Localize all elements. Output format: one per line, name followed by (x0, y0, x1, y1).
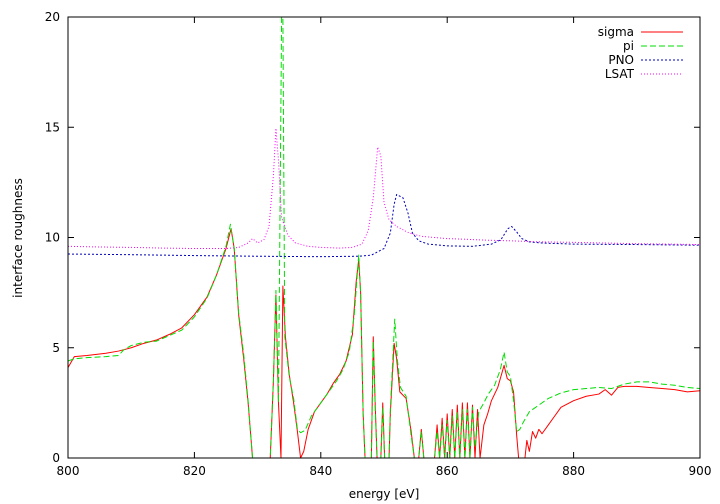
legend-label-sigma: sigma (598, 25, 634, 39)
series-layer (68, 17, 700, 458)
x-tick-label: 820 (183, 464, 206, 478)
tick-labels: 800 820 840 860 880 900 0 5 10 15 20 (45, 10, 712, 478)
x-tick-label: 860 (436, 464, 459, 478)
y-tick-label: 5 (52, 341, 60, 355)
x-tick-label: 880 (562, 464, 585, 478)
y-tick-label: 10 (45, 231, 60, 245)
x-axis-label: energy [eV] (349, 487, 420, 501)
y-axis-label: interface roughness (11, 178, 25, 298)
x-tick-label: 900 (689, 464, 712, 478)
x-tick-label: 800 (57, 464, 80, 478)
x-tick-label: 840 (309, 464, 332, 478)
legend-label-pi: pi (623, 39, 634, 53)
legend-label-pno: PNO (608, 53, 634, 67)
y-tick-label: 15 (45, 120, 60, 134)
y-tick-label: 0 (52, 451, 60, 465)
legend-label-lsat: LSAT (605, 67, 635, 81)
series-lsat-line (68, 127, 700, 250)
series-pi-line (68, 17, 700, 458)
y-tick-label: 20 (45, 10, 60, 24)
plot-frame (67, 16, 701, 459)
